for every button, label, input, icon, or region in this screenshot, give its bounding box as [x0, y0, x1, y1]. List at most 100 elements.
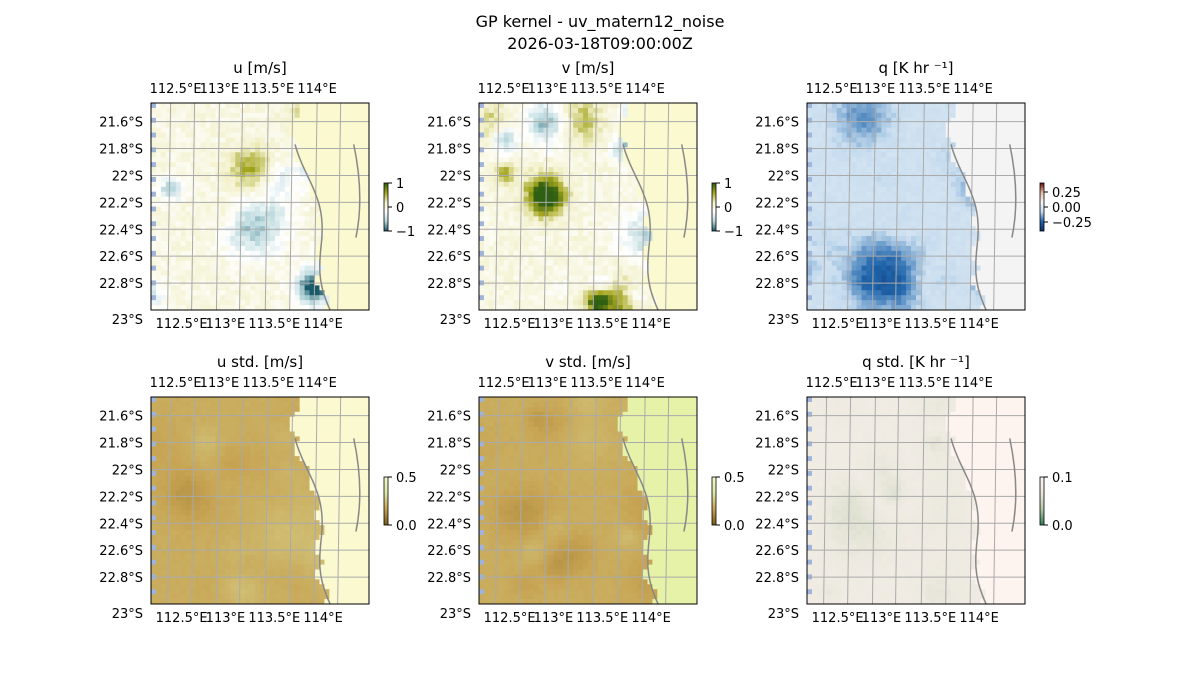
heatmap-cell: [642, 295, 648, 301]
heatmap-cell: [935, 231, 942, 237]
panel-3: q [K hr ⁻¹]112.5°E112.5°E113°E113°E113.5…: [755, 59, 1092, 332]
x-tick-label-top: 113.5°E: [570, 82, 622, 97]
heatmap-cell: [503, 231, 510, 237]
heatmap-cell: [866, 162, 872, 168]
heatmap-cell: [339, 157, 345, 163]
heatmap-cell: [215, 250, 221, 257]
heatmap-cell: [488, 137, 495, 143]
heatmap-cell: [230, 221, 236, 227]
heatmap-cell: [151, 137, 157, 143]
gridline-meridian: [641, 102, 646, 311]
heatmap-cell: [528, 191, 534, 198]
heatmap-cell: [836, 147, 843, 153]
heatmap-cell: [866, 186, 872, 193]
heatmap-cell: [255, 122, 261, 129]
heatmap-cell: [672, 172, 678, 178]
heatmap-cell: [995, 112, 1001, 119]
heatmap-cell: [503, 157, 510, 163]
heatmap-cell: [876, 211, 882, 217]
heatmap-cell: [508, 250, 515, 257]
heatmap-cell: [876, 147, 882, 153]
heatmap-cell: [637, 236, 643, 242]
heatmap-cell: [960, 103, 966, 109]
heatmap-cell: [279, 245, 286, 252]
heatmap-cell: [324, 295, 330, 301]
heatmap-cell: [607, 137, 614, 143]
heatmap-cell: [846, 112, 852, 119]
heatmap-cell: [250, 157, 256, 163]
heatmap-cell: [508, 196, 515, 202]
heatmap-cell: [583, 290, 589, 296]
heatmap-cell: [513, 191, 520, 198]
heatmap-cell: [950, 181, 957, 188]
heatmap-cell: [175, 211, 182, 217]
heatmap-cell: [220, 152, 226, 158]
heatmap-cell: [548, 231, 554, 237]
heatmap-cell: [597, 147, 604, 153]
heatmap-cell: [851, 191, 857, 198]
heatmap-cell: [563, 290, 569, 296]
heatmap-cell: [170, 142, 177, 148]
heatmap-cell: [483, 216, 490, 222]
heatmap-cell: [498, 122, 505, 129]
heatmap-cell: [841, 137, 848, 143]
heatmap-cell: [617, 285, 624, 291]
heatmap-cell: [652, 147, 658, 153]
heatmap-cell: [682, 236, 688, 242]
heatmap-cell: [677, 162, 683, 168]
heatmap-cell: [592, 107, 599, 114]
heatmap-cell: [319, 196, 325, 202]
heatmap-cell: [151, 191, 157, 198]
heatmap-cell: [687, 255, 693, 262]
heatmap-cell: [553, 181, 559, 188]
heatmap-cell: [488, 122, 495, 129]
heatmap-cell: [339, 137, 345, 143]
heatmap-cell: [269, 201, 276, 207]
heatmap-cell: [677, 181, 683, 188]
heatmap-cell: [250, 172, 256, 178]
heatmap-cell: [652, 270, 658, 276]
heatmap-cell: [533, 103, 539, 109]
heatmap-cell: [612, 176, 619, 183]
heatmap-cell: [553, 162, 559, 168]
heatmap-cell: [503, 117, 510, 124]
heatmap-cell: [230, 107, 236, 114]
heatmap-cell: [533, 300, 539, 306]
heatmap-cell: [155, 147, 162, 153]
heatmap-cell: [592, 300, 599, 306]
heatmap-cell: [200, 270, 206, 276]
heatmap-cell: [250, 216, 256, 222]
heatmap-cell: [583, 250, 589, 257]
heatmap-cell: [935, 117, 942, 124]
heatmap-cell: [891, 132, 897, 138]
heatmap-cell: [816, 107, 823, 114]
heatmap-cell: [190, 305, 196, 311]
heatmap-cell: [622, 245, 629, 252]
heatmap-cell: [279, 250, 286, 257]
heatmap-cell: [279, 275, 286, 281]
heatmap-cell: [950, 191, 957, 198]
heatmap-cell: [245, 255, 251, 262]
heatmap-cell: [642, 245, 648, 252]
heatmap-cell: [479, 211, 485, 217]
heatmap-cell: [190, 117, 196, 124]
heatmap-cell: [816, 196, 823, 202]
heatmap-cell: [935, 137, 942, 143]
heatmap-cell: [513, 275, 520, 281]
heatmap-cell: [165, 300, 172, 306]
heatmap-cell: [920, 221, 927, 227]
heatmap-cell: [523, 132, 529, 138]
heatmap-cell: [1015, 112, 1021, 119]
heatmap-cell: [160, 172, 167, 178]
heatmap-cell: [538, 270, 544, 276]
heatmap-cell: [175, 107, 182, 114]
heatmap-cell: [344, 295, 350, 301]
heatmap-cell: [548, 103, 554, 109]
heatmap-cell: [836, 172, 843, 178]
heatmap-cell: [185, 176, 192, 183]
heatmap-cell: [354, 191, 360, 198]
heatmap-cell: [170, 285, 177, 291]
heatmap-cell: [508, 231, 515, 237]
heatmap-cell: [548, 250, 554, 257]
heatmap-cell: [672, 157, 678, 163]
